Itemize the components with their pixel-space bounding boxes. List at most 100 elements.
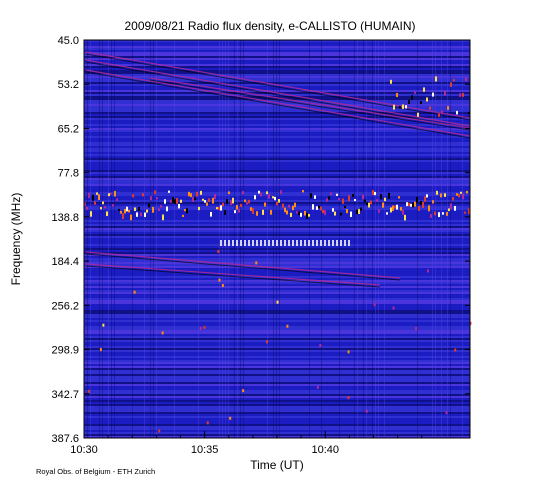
channel-row <box>84 128 470 130</box>
channel-row <box>84 148 470 150</box>
sparse-speck <box>99 348 102 352</box>
column-speck <box>340 240 342 246</box>
band-speck <box>90 211 92 217</box>
band-speck <box>152 206 154 213</box>
channel-row <box>84 280 470 282</box>
channel-row <box>84 106 470 108</box>
band-speck <box>384 197 386 202</box>
channel-row <box>84 68 470 70</box>
band-speck <box>174 199 176 204</box>
channel-row <box>84 344 470 346</box>
band-speck <box>292 205 294 211</box>
column-speck <box>308 240 310 246</box>
band-speck <box>238 208 240 213</box>
channel-row <box>84 350 470 352</box>
band-speck <box>264 202 266 207</box>
band-speck <box>440 193 442 198</box>
band-speck <box>360 207 362 211</box>
channel-row <box>84 70 470 72</box>
channel-row <box>84 298 470 300</box>
channel-row <box>84 110 470 112</box>
band-speck <box>358 209 360 214</box>
channel-row <box>84 400 470 402</box>
column-speck <box>236 240 238 246</box>
band-speck <box>428 205 430 212</box>
drift-streak <box>85 59 471 127</box>
band-speck <box>442 212 444 215</box>
channel-row <box>84 166 470 168</box>
channel-row <box>84 56 470 58</box>
band-speck <box>270 210 272 215</box>
band-speck <box>230 200 232 206</box>
band-speck <box>88 192 90 199</box>
channel-row <box>84 132 470 134</box>
channel-row <box>84 294 470 296</box>
channel-row <box>84 360 470 362</box>
time-column <box>225 40 226 438</box>
channel-row <box>84 258 470 260</box>
sparse-speck <box>316 385 319 389</box>
channel-row <box>84 312 470 314</box>
band-speck <box>180 199 182 203</box>
drift-streak <box>85 251 401 279</box>
band-speck <box>344 205 346 209</box>
sparse-speck <box>392 306 395 310</box>
burst-speck <box>438 113 440 117</box>
channel-row <box>84 332 470 334</box>
column-speck <box>272 240 274 246</box>
time-column <box>153 40 154 438</box>
band-speck <box>330 192 332 196</box>
time-column <box>279 40 280 438</box>
band-speck <box>242 191 244 195</box>
column-speck <box>320 240 322 246</box>
channel-row <box>84 54 470 56</box>
time-column <box>198 40 199 438</box>
channel-row <box>84 90 470 92</box>
x-tick-label: 10:30 <box>70 444 98 456</box>
band-speck <box>294 202 296 208</box>
drift-streak-shadow <box>85 265 381 288</box>
band-speck <box>296 211 298 214</box>
channel-row <box>84 412 470 414</box>
channel-row <box>84 290 470 292</box>
column-speck <box>336 240 338 246</box>
band-speck <box>300 212 302 217</box>
sparse-speck <box>415 326 418 330</box>
channel-row <box>84 168 470 170</box>
time-column <box>132 40 133 438</box>
channel-row <box>84 48 470 50</box>
drift-streak-shadow <box>149 79 471 131</box>
channel-row <box>84 136 470 138</box>
band-speck <box>192 196 194 202</box>
channel-row <box>84 324 470 326</box>
band-speck <box>214 194 216 200</box>
burst-speck <box>435 76 437 82</box>
band-speck <box>84 202 86 206</box>
channel-row <box>84 340 470 342</box>
band-speck <box>454 205 456 211</box>
channel-row <box>84 44 470 46</box>
burst-speck <box>396 92 398 98</box>
band-speck <box>340 212 342 216</box>
y-tick-label: 298.9 <box>51 345 79 357</box>
channel-row <box>84 142 470 144</box>
band-speck <box>328 196 330 200</box>
band-speck <box>320 206 322 211</box>
band-speck <box>106 211 108 217</box>
column-speck <box>344 240 346 246</box>
band-speck <box>150 196 152 201</box>
channel-row <box>84 288 470 290</box>
channel-row <box>84 362 470 364</box>
band-speck <box>188 191 190 197</box>
channel-row <box>84 296 470 298</box>
band-speck <box>448 208 450 212</box>
y-tick-label: 184.4 <box>51 256 79 268</box>
channel-row <box>84 348 470 350</box>
channel-row <box>84 180 470 182</box>
channel-row <box>84 346 470 348</box>
band-speck <box>164 199 166 204</box>
time-column <box>240 40 241 438</box>
burst-speck <box>444 90 446 96</box>
burst-speck <box>417 112 419 117</box>
channel-row <box>84 366 470 368</box>
